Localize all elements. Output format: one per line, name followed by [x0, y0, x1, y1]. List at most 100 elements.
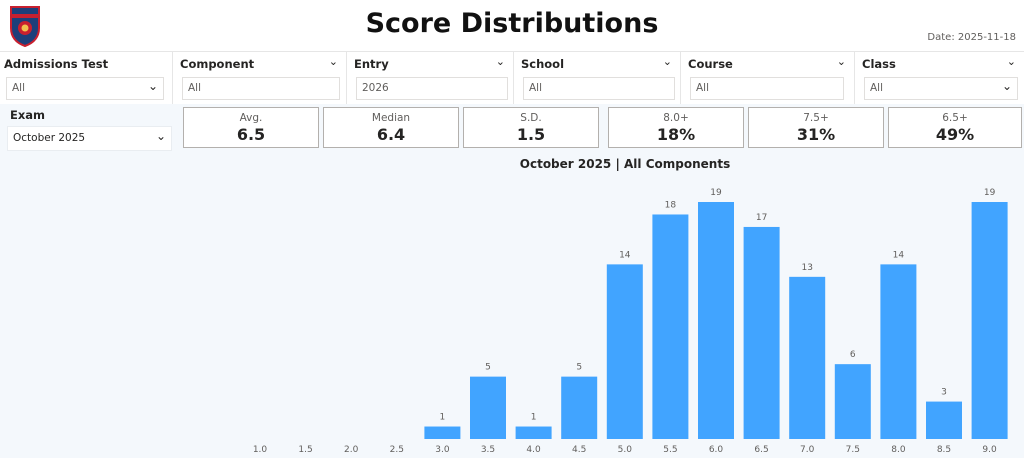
- x-tick-label: 8.5: [937, 445, 951, 455]
- slicer-label: Admissions Test: [4, 57, 109, 71]
- bar-6.5[interactable]: [743, 226, 780, 439]
- x-tick-label: 1.0: [253, 445, 268, 455]
- kpi-value: 1.5: [516, 125, 546, 144]
- divider: [172, 52, 173, 104]
- bar-7.0[interactable]: [789, 276, 826, 439]
- data-label: 18: [665, 200, 677, 210]
- data-label: 3: [941, 388, 947, 398]
- kpi-value: 18%: [656, 125, 696, 144]
- class-dropdown[interactable]: All ⌄: [864, 77, 1018, 100]
- admissions-test-dropdown[interactable]: All ⌄: [6, 77, 164, 100]
- kpi-value: 6.4: [376, 125, 406, 144]
- divider: [513, 52, 514, 104]
- school-dropdown[interactable]: All: [523, 77, 675, 100]
- x-tick-label: 3.5: [481, 445, 495, 455]
- chevron-down-icon: ⌄: [147, 79, 158, 93]
- dropdown-value: 2026: [362, 82, 389, 94]
- data-label: 14: [619, 250, 631, 260]
- slicer-school: School ⌄ All: [517, 52, 680, 104]
- kpi-card-7-5-plus: 7.5+ 31%: [748, 107, 884, 148]
- x-tick-label: 5.0: [618, 445, 633, 455]
- x-tick-label: 6.5: [754, 445, 768, 455]
- dropdown-value: October 2025: [13, 132, 86, 144]
- bar-4.0[interactable]: [515, 426, 552, 439]
- data-label: 14: [893, 250, 905, 260]
- x-tick-label: 8.0: [891, 445, 906, 455]
- dropdown-value: All: [188, 82, 202, 94]
- slicer-component: Component ⌄ All: [176, 52, 346, 104]
- dropdown-value: All: [870, 82, 884, 94]
- slicer-label: Course: [688, 57, 733, 71]
- x-tick-label: 4.0: [526, 445, 541, 455]
- bar-9.0[interactable]: [971, 202, 1008, 439]
- kpi-card-sd: S.D. 1.5: [463, 107, 599, 148]
- slicer-class: Class ⌄ All ⌄: [858, 52, 1024, 104]
- slicer-label: Class: [862, 57, 896, 71]
- data-label: 5: [576, 363, 582, 373]
- divider: [854, 52, 855, 104]
- bar-6.0[interactable]: [698, 202, 734, 439]
- kpi-card-average: Avg. 6.5: [183, 107, 319, 148]
- data-label: 19: [710, 188, 722, 198]
- x-tick-label: 7.0: [800, 445, 815, 455]
- kpi-label: 7.5+: [803, 112, 829, 124]
- entry-dropdown[interactable]: 2026: [356, 77, 508, 100]
- filter-bar: Admissions Test All ⌄ Component ⌄ All En…: [0, 51, 1024, 105]
- x-tick-label: 3.0: [435, 445, 450, 455]
- chevron-down-icon[interactable]: ⌄: [836, 55, 846, 68]
- chevron-down-icon[interactable]: ⌄: [495, 55, 505, 68]
- slicer-admissions-test: Admissions Test All ⌄: [0, 52, 172, 104]
- slicer-entry: Entry ⌄ 2026: [350, 52, 513, 104]
- slicer-course: Course ⌄ All: [684, 52, 854, 104]
- bar-7.5[interactable]: [834, 364, 871, 439]
- bar-8.0[interactable]: [880, 264, 917, 439]
- data-label: 17: [756, 213, 767, 223]
- divider: [680, 52, 681, 104]
- bar-5.5[interactable]: [652, 214, 689, 439]
- chevron-down-icon[interactable]: ⌄: [328, 55, 338, 68]
- chevron-down-icon[interactable]: ⌄: [1006, 55, 1016, 68]
- chevron-down-icon: ⌄: [155, 129, 166, 143]
- data-label: 19: [984, 188, 996, 198]
- kpi-label: 6.5+: [942, 112, 968, 124]
- kpi-label: Median: [371, 112, 411, 124]
- data-label: 1: [531, 413, 537, 423]
- kpi-card-median: Median 6.4: [323, 107, 459, 148]
- kpi-label: S.D.: [520, 112, 542, 124]
- kpi-card-6-5-plus: 6.5+ 49%: [888, 107, 1022, 148]
- report-date: Date: 2025-11-18: [927, 32, 1016, 43]
- slicer-label: Exam: [10, 108, 46, 122]
- x-tick-label: 1.5: [298, 445, 312, 455]
- bar-3.5[interactable]: [470, 376, 506, 439]
- x-tick-label: 9.0: [982, 445, 997, 455]
- kpi-value: 49%: [935, 125, 975, 144]
- chart-title: October 2025 | All Components: [519, 157, 731, 171]
- divider: [346, 52, 347, 104]
- bar-5.0[interactable]: [606, 264, 643, 439]
- data-label: 13: [801, 263, 812, 273]
- chevron-down-icon: ⌄: [1001, 79, 1012, 93]
- exam-dropdown[interactable]: October 2025 ⌄: [7, 126, 172, 151]
- crest-logo-icon: [10, 6, 40, 48]
- x-tick-label: 2.0: [344, 445, 359, 455]
- slicer-label: Component: [180, 57, 255, 71]
- bar-8.5[interactable]: [926, 401, 962, 439]
- kpi-value: 31%: [796, 125, 836, 144]
- dropdown-value: All: [12, 82, 26, 94]
- page-title: Score Distributions: [365, 8, 659, 39]
- bar-3.0[interactable]: [424, 426, 461, 439]
- course-dropdown[interactable]: All: [690, 77, 844, 100]
- data-label: 6: [850, 350, 856, 360]
- slicer-label: Entry: [354, 57, 389, 71]
- x-tick-label: 2.5: [390, 445, 404, 455]
- slicer-label: School: [521, 57, 565, 71]
- chevron-down-icon[interactable]: ⌄: [662, 55, 672, 68]
- bar-4.5[interactable]: [561, 376, 598, 439]
- x-tick-label: 7.5: [846, 445, 860, 455]
- x-tick-label: 6.0: [709, 445, 724, 455]
- dropdown-value: All: [696, 82, 710, 94]
- component-dropdown[interactable]: All: [182, 77, 340, 100]
- kpi-value: 6.5: [236, 125, 266, 144]
- dropdown-value: All: [529, 82, 543, 94]
